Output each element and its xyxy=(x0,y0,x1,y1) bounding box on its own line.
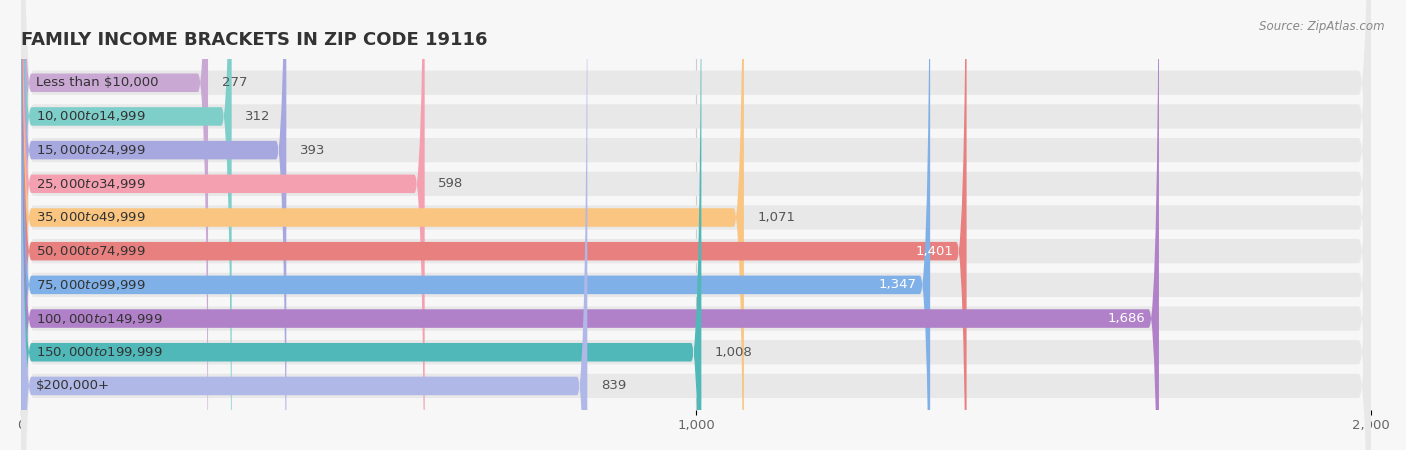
Text: $35,000 to $49,999: $35,000 to $49,999 xyxy=(37,211,146,225)
Text: FAMILY INCOME BRACKETS IN ZIP CODE 19116: FAMILY INCOME BRACKETS IN ZIP CODE 19116 xyxy=(21,31,488,49)
FancyBboxPatch shape xyxy=(21,0,1371,450)
Text: $100,000 to $149,999: $100,000 to $149,999 xyxy=(37,311,163,325)
Text: 277: 277 xyxy=(222,76,247,89)
FancyBboxPatch shape xyxy=(21,0,1371,450)
Text: $15,000 to $24,999: $15,000 to $24,999 xyxy=(37,143,146,157)
Text: 393: 393 xyxy=(299,144,325,157)
FancyBboxPatch shape xyxy=(21,0,588,450)
FancyBboxPatch shape xyxy=(21,0,1371,450)
Text: 1,008: 1,008 xyxy=(714,346,752,359)
FancyBboxPatch shape xyxy=(21,0,208,450)
Text: 1,347: 1,347 xyxy=(879,279,917,291)
FancyBboxPatch shape xyxy=(21,0,287,450)
Text: $75,000 to $99,999: $75,000 to $99,999 xyxy=(37,278,146,292)
FancyBboxPatch shape xyxy=(21,0,1371,450)
Text: $200,000+: $200,000+ xyxy=(37,379,110,392)
FancyBboxPatch shape xyxy=(21,0,1371,450)
FancyBboxPatch shape xyxy=(21,0,966,450)
Text: 1,071: 1,071 xyxy=(758,211,796,224)
Text: $10,000 to $14,999: $10,000 to $14,999 xyxy=(37,109,146,123)
FancyBboxPatch shape xyxy=(21,0,702,450)
Text: Less than $10,000: Less than $10,000 xyxy=(37,76,159,89)
Text: 312: 312 xyxy=(245,110,270,123)
FancyBboxPatch shape xyxy=(21,0,232,450)
Text: 1,401: 1,401 xyxy=(915,245,953,258)
FancyBboxPatch shape xyxy=(21,0,1371,450)
FancyBboxPatch shape xyxy=(21,0,744,450)
Text: $50,000 to $74,999: $50,000 to $74,999 xyxy=(37,244,146,258)
Text: 598: 598 xyxy=(439,177,464,190)
FancyBboxPatch shape xyxy=(21,0,425,450)
Text: Source: ZipAtlas.com: Source: ZipAtlas.com xyxy=(1260,20,1385,33)
Text: $150,000 to $199,999: $150,000 to $199,999 xyxy=(37,345,163,359)
FancyBboxPatch shape xyxy=(21,0,1371,450)
FancyBboxPatch shape xyxy=(21,0,1371,450)
Text: 1,686: 1,686 xyxy=(1108,312,1146,325)
FancyBboxPatch shape xyxy=(21,0,1159,450)
Text: $25,000 to $34,999: $25,000 to $34,999 xyxy=(37,177,146,191)
FancyBboxPatch shape xyxy=(21,0,931,450)
FancyBboxPatch shape xyxy=(21,0,1371,450)
FancyBboxPatch shape xyxy=(21,0,1371,450)
Text: 839: 839 xyxy=(600,379,626,392)
